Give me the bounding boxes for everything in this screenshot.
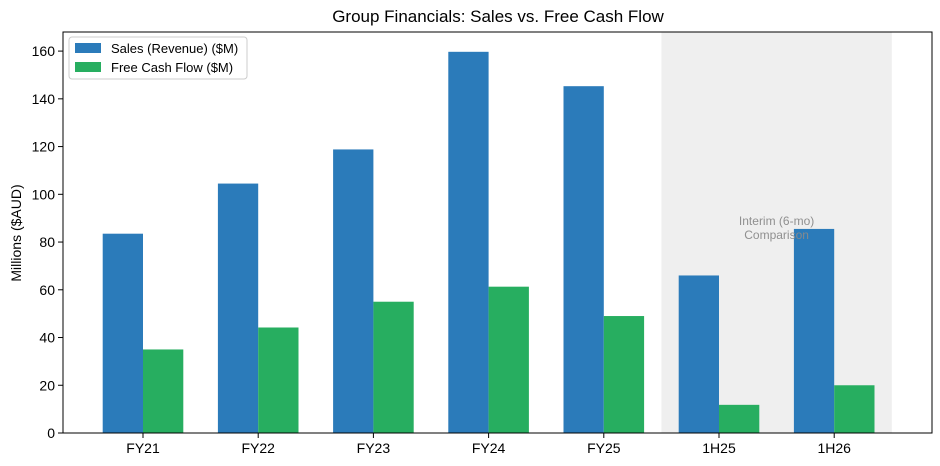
legend-label: Sales (Revenue) ($M) [111, 41, 238, 56]
bar-fcf-1h25 [719, 404, 760, 433]
legend-swatch [75, 43, 101, 53]
y-tick-label: 40 [39, 330, 55, 346]
y-tick-label: 100 [32, 186, 56, 202]
bar-sales-1h25 [678, 275, 719, 433]
y-tick-label: 60 [39, 282, 55, 298]
legend-swatch [75, 62, 101, 72]
bars-group [102, 51, 875, 433]
bar-sales-fy21 [102, 233, 143, 433]
y-tick-label: 120 [32, 139, 56, 155]
bar-sales-fy22 [217, 183, 259, 433]
y-tick-label: 160 [32, 43, 56, 59]
x-tick-label: 1H25 [702, 440, 736, 456]
bar-fcf-fy24 [488, 286, 529, 433]
y-tick-label: 20 [39, 377, 55, 393]
plot-frame [62, 31, 933, 434]
bar-sales-fy24 [448, 51, 489, 433]
interim-annotation: Interim (6-mo)Comparison [739, 214, 814, 242]
bar-sales-fy23 [333, 149, 374, 433]
x-tick-label: FY25 [587, 440, 621, 456]
bar-fcf-fy25 [603, 316, 645, 433]
y-tick-label: 80 [39, 234, 55, 250]
bar-fcf-1h26 [834, 385, 875, 433]
legend-box [68, 36, 248, 80]
x-tick-label: FY22 [241, 440, 275, 456]
legend: Sales (Revenue) ($M) Free Cash Flow ($M) [68, 36, 248, 80]
interim-label-line: Interim (6-mo) [739, 214, 814, 228]
chart-title: Group Financials: Sales vs. Free Cash Fl… [332, 7, 664, 26]
legend-label: Free Cash Flow ($M) [111, 60, 233, 75]
x-tick-label: 1H26 [817, 440, 851, 456]
axes: 0 20 40 60 80 100 120 140 160 FY21 FY22 FY23 FY24 FY2… [32, 31, 933, 456]
bar-fcf-fy23 [373, 301, 414, 433]
bar-sales-fy25 [563, 86, 604, 433]
y-tick-label: 140 [32, 91, 56, 107]
bar-fcf-fy22 [258, 327, 299, 433]
y-axis-title: Millions ($AUD) [8, 184, 24, 281]
y-tick-label: 0 [47, 425, 55, 441]
interim-label-line: Comparison [744, 228, 809, 242]
x-tick-label: FY23 [357, 440, 391, 456]
x-tick-label: FY21 [126, 440, 160, 456]
x-tick-label: FY24 [472, 440, 506, 456]
bar-sales-1h26 [793, 228, 835, 433]
bar-fcf-fy21 [143, 349, 184, 433]
